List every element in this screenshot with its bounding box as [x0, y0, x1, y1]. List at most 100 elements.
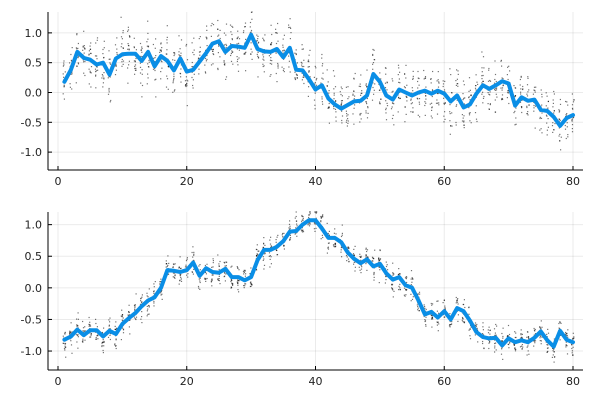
sample-point	[539, 340, 541, 342]
sample-point	[365, 254, 367, 256]
sample-point	[353, 77, 355, 79]
sample-point	[533, 86, 536, 88]
sample-point	[283, 248, 285, 250]
sample-point	[390, 108, 393, 110]
mean-data-point	[236, 275, 240, 279]
sample-point	[449, 113, 451, 115]
sample-point	[218, 268, 220, 271]
sample-point	[333, 232, 335, 234]
sample-point	[379, 102, 381, 104]
sample-point	[326, 85, 328, 87]
sample-point	[269, 243, 272, 245]
sample-point	[121, 315, 123, 317]
sample-point	[134, 67, 136, 70]
mean-data-point	[301, 223, 305, 227]
sample-point	[449, 104, 451, 106]
sample-point	[521, 107, 523, 109]
sample-point	[90, 42, 92, 44]
sample-point	[341, 100, 343, 102]
sample-point	[443, 89, 446, 91]
sample-point	[64, 347, 66, 349]
sample-point	[509, 341, 511, 343]
sample-point	[217, 68, 219, 71]
sample-point	[474, 112, 477, 114]
sample-point	[437, 92, 439, 95]
sample-point	[178, 267, 180, 269]
sample-point	[288, 227, 290, 229]
sample-point	[178, 51, 180, 53]
sample-point	[501, 89, 503, 91]
sample-point	[249, 26, 251, 28]
sample-point	[385, 100, 387, 102]
sample-point	[128, 49, 130, 51]
sample-point	[462, 117, 464, 119]
sample-point	[161, 289, 163, 291]
sample-point	[539, 116, 541, 118]
sample-point	[528, 337, 530, 339]
sample-point	[250, 285, 252, 287]
mean-data-point	[333, 102, 337, 106]
mean-data-point	[146, 299, 150, 303]
sample-point	[192, 51, 194, 54]
sample-point	[103, 341, 105, 343]
sample-point	[495, 342, 497, 344]
sample-point	[508, 333, 511, 336]
sample-point	[193, 73, 195, 75]
sample-point	[327, 247, 329, 249]
sample-point	[308, 70, 310, 72]
sample-point	[540, 343, 542, 345]
sample-point	[294, 217, 296, 219]
sample-point	[180, 276, 182, 279]
sample-point	[500, 353, 503, 355]
sample-point	[185, 260, 188, 262]
sample-point	[545, 114, 548, 116]
mean-data-point	[223, 267, 227, 271]
sample-point	[295, 53, 297, 56]
sample-point	[174, 53, 176, 55]
sample-point	[249, 282, 252, 284]
sample-point	[384, 82, 387, 84]
sample-point	[443, 299, 445, 301]
mean-data-point	[88, 328, 92, 332]
sample-point	[269, 239, 271, 241]
sample-point	[103, 327, 105, 329]
sample-point	[236, 281, 238, 283]
sample-point	[198, 287, 200, 289]
sample-point	[135, 67, 137, 69]
sample-point	[333, 98, 335, 100]
sample-point	[174, 275, 176, 277]
sample-point	[397, 64, 400, 66]
sample-point	[411, 281, 413, 283]
sample-point	[462, 93, 464, 95]
sample-point	[199, 281, 201, 284]
sample-point	[238, 291, 240, 293]
sample-point	[103, 77, 105, 79]
sample-point	[534, 330, 536, 332]
sample-point	[147, 38, 149, 40]
sample-point	[82, 49, 84, 51]
sample-point	[463, 121, 465, 123]
sample-point	[444, 118, 446, 120]
sample-point	[275, 28, 277, 30]
mean-data-point	[120, 322, 124, 326]
sample-point	[296, 62, 298, 64]
sample-point	[289, 227, 291, 229]
sample-point	[500, 60, 502, 62]
mean-data-point	[532, 336, 536, 340]
sample-point	[500, 87, 502, 89]
sample-point	[301, 64, 303, 66]
sample-point	[270, 24, 272, 26]
sample-point	[424, 114, 426, 116]
sample-point	[423, 304, 425, 306]
sample-point	[314, 108, 316, 110]
mean-data-point	[552, 115, 556, 119]
sample-point	[184, 80, 187, 82]
sample-point	[514, 336, 516, 339]
sample-point	[387, 269, 389, 271]
sample-point	[449, 111, 451, 113]
mean-data-point	[371, 72, 375, 76]
sample-point	[256, 39, 258, 42]
sample-point	[341, 95, 343, 97]
sample-point	[425, 316, 427, 318]
sample-point	[218, 263, 220, 265]
